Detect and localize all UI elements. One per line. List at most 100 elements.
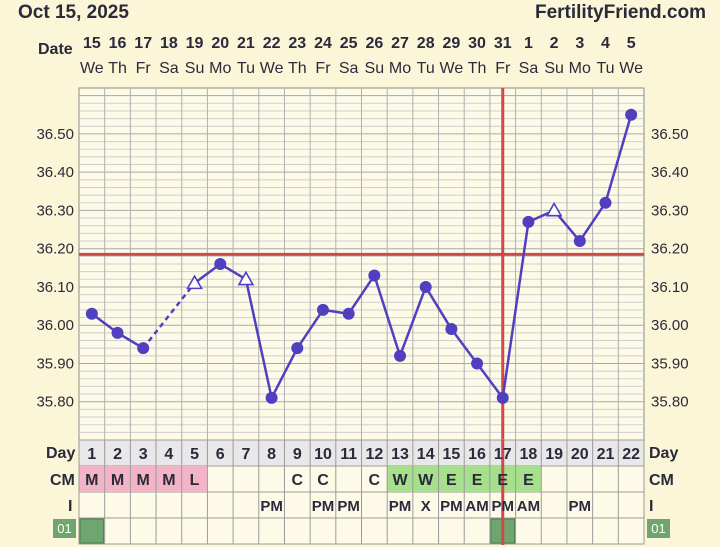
temp-point: [291, 342, 304, 355]
cycle-day-label: 13: [391, 446, 409, 463]
cycle-day-label: 15: [442, 446, 460, 463]
cm-value: M: [85, 472, 98, 489]
temp-point: [471, 357, 484, 370]
temp-point: [522, 215, 535, 228]
temp-point: [316, 303, 329, 316]
cm-value: E: [497, 472, 508, 489]
i-row-label-right: I: [649, 498, 653, 515]
weekday-label: Tu: [237, 60, 255, 77]
weekday-label: Fr: [495, 60, 511, 77]
cycle-day-label: 21: [597, 446, 615, 463]
cycle-day-label: 1: [87, 446, 96, 463]
weekday-label: Mo: [569, 60, 591, 77]
y-tick-label-right: 36.30: [651, 202, 689, 219]
y-tick-label-right: 36.40: [651, 164, 689, 181]
temp-line: [270, 347, 299, 399]
date-label: 16: [109, 35, 127, 52]
temp-line-dashed: [142, 282, 196, 349]
y-tick-label-left: 36.40: [36, 164, 74, 181]
temp-point: [265, 391, 278, 404]
weekday-label: Th: [288, 60, 307, 77]
temp-point-open: [545, 201, 563, 217]
temp-point: [342, 307, 355, 320]
i-value: PM: [492, 498, 515, 515]
temp-line: [296, 309, 325, 349]
cm-cell-fill: [181, 466, 208, 492]
date-label: 20: [211, 35, 229, 52]
temp-line: [476, 362, 504, 399]
cycle-day-label: 12: [365, 446, 383, 463]
cm-row-label-left: CM: [50, 472, 75, 489]
temp-point: [214, 258, 227, 270]
i-value: PM: [337, 498, 360, 515]
cycle-day-label: 7: [241, 446, 250, 463]
temp-point: [368, 269, 381, 282]
cm-value: E: [446, 472, 457, 489]
date-row-label: Date: [38, 41, 73, 58]
weekday-label: We: [260, 60, 284, 77]
temp-point: [625, 108, 638, 121]
y-tick-label-right: 36.20: [651, 241, 689, 258]
cm-value: M: [137, 472, 150, 489]
cm-value: E: [472, 472, 483, 489]
weekday-label: We: [80, 60, 104, 77]
cycle-day-label: 19: [545, 446, 563, 463]
y-tick-label-right: 35.90: [651, 355, 689, 372]
i-value: X: [421, 498, 431, 515]
cm-cell-fill: [130, 466, 157, 492]
cm-value: L: [190, 472, 200, 489]
weekday-label: We: [619, 60, 643, 77]
date-label: 31: [494, 35, 512, 52]
temp-point: [137, 342, 150, 355]
date-label: 22: [263, 35, 281, 52]
date-label: 3: [575, 35, 584, 52]
cm-cell-fill: [79, 466, 105, 492]
i-value: PM: [569, 498, 592, 515]
temp-point-open: [237, 270, 255, 286]
temp-point: [85, 307, 98, 320]
temp-point: [419, 280, 432, 293]
site-name[interactable]: FertilityFriend.com: [535, 2, 706, 23]
i-row-label-left: I: [68, 498, 72, 515]
cm-value: C: [369, 472, 381, 489]
i-value: PM: [389, 498, 412, 515]
cycle-day-label: 2: [113, 446, 122, 463]
cm-value: E: [523, 472, 534, 489]
date-label: 4: [601, 35, 610, 52]
y-tick-label-right: 36.10: [651, 279, 689, 296]
i-value: AM: [465, 498, 488, 515]
weekday-label: Su: [185, 60, 205, 77]
y-tick-label-left: 35.80: [36, 394, 74, 411]
marker-badge-left: 01: [57, 521, 71, 536]
y-tick-label-left: 36.30: [36, 202, 74, 219]
cycle-day-label: 20: [571, 446, 589, 463]
temp-line: [501, 221, 530, 399]
weekday-label: Tu: [417, 60, 435, 77]
cycle-day-label: 10: [314, 446, 332, 463]
cycle-day-label: 5: [190, 446, 199, 463]
date-label: 27: [391, 35, 409, 52]
marker-badge-right-bg: [647, 519, 670, 538]
weekday-label: Sa: [519, 60, 539, 77]
temp-point: [445, 323, 458, 336]
cycle-day-label: 8: [267, 446, 276, 463]
cycle-day-label: 3: [139, 446, 148, 463]
temp-line: [578, 202, 607, 242]
y-tick-label-right: 36.50: [651, 126, 689, 143]
weekday-label: Th: [468, 60, 487, 77]
temp-point: [496, 391, 509, 404]
temp-line: [373, 275, 402, 357]
cm-cell-fill: [438, 466, 465, 492]
temp-point: [599, 196, 612, 209]
y-tick-label-left: 35.90: [36, 355, 74, 372]
date-label: 25: [340, 35, 358, 52]
cm-cell-fill: [464, 466, 490, 492]
chart-date-title: Oct 15, 2025: [18, 2, 129, 23]
date-label: 30: [468, 35, 486, 52]
y-tick-label-left: 36.50: [36, 126, 74, 143]
cycle-day-label: 6: [216, 446, 225, 463]
cm-value: W: [392, 472, 408, 489]
marker-badge-left-bg: [53, 519, 76, 538]
temp-point: [111, 326, 124, 339]
